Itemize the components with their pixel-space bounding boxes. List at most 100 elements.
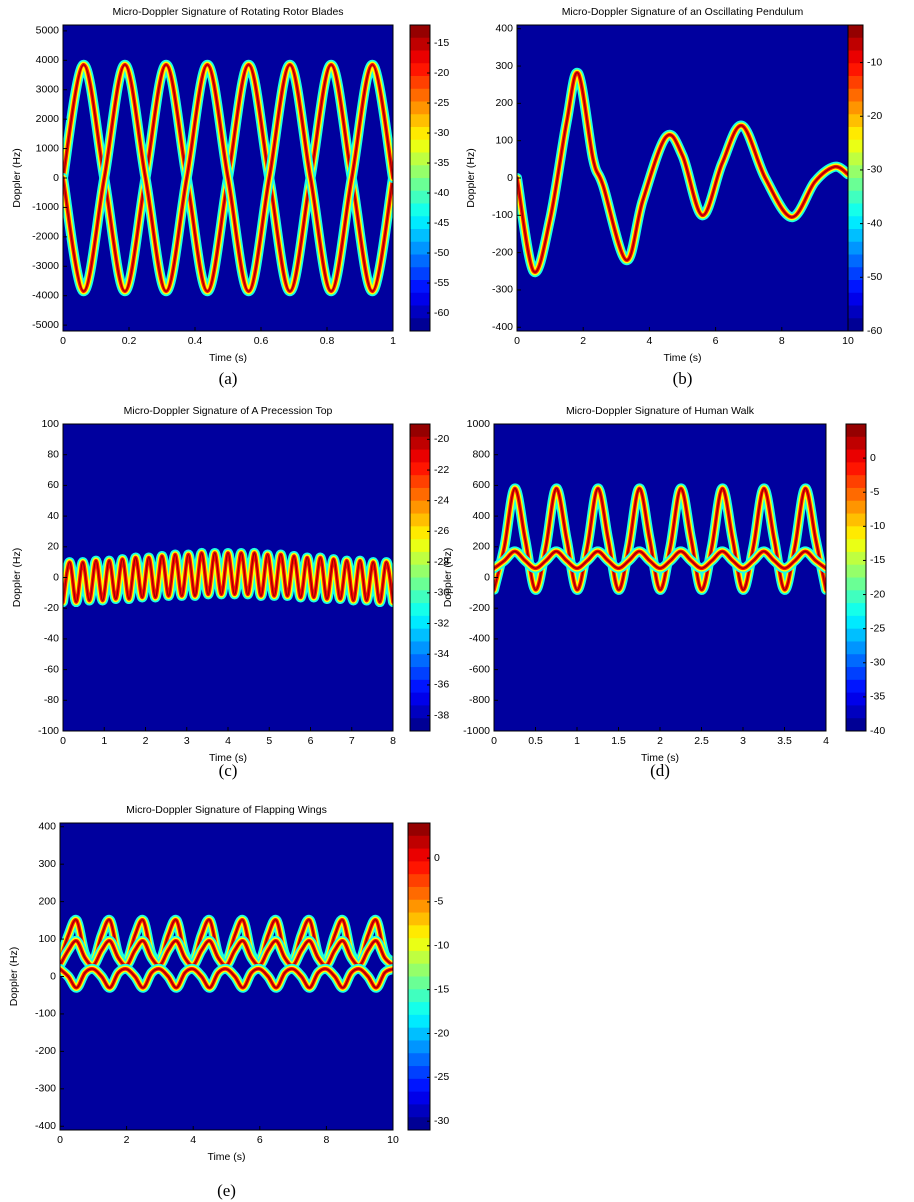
colorbar-band xyxy=(410,564,430,578)
colorbar-tick-label: -50 xyxy=(434,247,449,259)
colorbar-band xyxy=(410,475,430,489)
panel: Micro-Doppler Signature of Flapping Wing… xyxy=(8,804,450,1200)
x-tick-label: 4 xyxy=(190,1134,196,1146)
x-tick-label: 0 xyxy=(491,735,497,747)
colorbar-band xyxy=(846,654,866,668)
colorbar-band xyxy=(410,254,430,268)
colorbar-band xyxy=(410,101,430,115)
colorbar-tick-label: -30 xyxy=(870,657,885,669)
colorbar-band xyxy=(408,1040,430,1054)
colorbar-band xyxy=(410,551,430,566)
colorbar-tick-label: -25 xyxy=(870,622,885,634)
colorbar-band xyxy=(410,654,430,668)
plot-background xyxy=(517,25,848,331)
x-tick-label: 0 xyxy=(60,735,66,747)
y-tick-label: -3000 xyxy=(32,260,59,272)
x-axis-label: Time (s) xyxy=(207,1151,245,1163)
colorbar-band xyxy=(848,267,863,281)
colorbar-tick-label: -10 xyxy=(867,56,882,68)
x-axis-label: Time (s) xyxy=(209,352,247,364)
doppler-trace xyxy=(517,72,848,273)
colorbar-band xyxy=(408,848,430,862)
x-tick-label: 6 xyxy=(308,735,314,747)
colorbar-band xyxy=(408,899,430,914)
colorbar-band xyxy=(848,190,863,204)
y-tick-label: 80 xyxy=(47,448,59,460)
colorbar-band xyxy=(408,1014,430,1029)
colorbar-tick-label: -20 xyxy=(434,67,449,79)
y-tick-label: -100 xyxy=(492,209,513,221)
x-tick-label: 0 xyxy=(60,335,66,347)
colorbar-band xyxy=(410,590,430,604)
colorbar-band xyxy=(848,139,863,153)
colorbar-tick-label: -60 xyxy=(434,307,449,319)
chart-title: Micro-Doppler Signature of an Oscillatin… xyxy=(562,6,804,18)
x-tick-label: 0 xyxy=(514,335,520,347)
y-tick-label: -60 xyxy=(44,663,59,675)
colorbar-frame xyxy=(407,822,431,1131)
colorbar-tick-label: -40 xyxy=(867,217,882,229)
y-tick-label: 5000 xyxy=(36,25,60,37)
doppler-trace xyxy=(63,64,393,292)
colorbar-tick-label: -35 xyxy=(434,157,449,169)
y-tick-label: 0 xyxy=(53,571,59,583)
colorbar-band xyxy=(410,679,430,694)
plot-background xyxy=(60,823,393,1130)
colorbar-band xyxy=(848,114,863,128)
y-tick-label: 0 xyxy=(53,172,59,184)
colorbar-band xyxy=(408,835,430,850)
y-tick-label: -80 xyxy=(44,694,59,706)
colorbar-band xyxy=(410,667,430,681)
x-tick-label: 0.8 xyxy=(320,335,335,347)
colorbar-band xyxy=(848,216,863,230)
colorbar-band xyxy=(846,462,866,476)
caption: (d) xyxy=(650,761,670,780)
colorbar-band xyxy=(846,603,866,617)
colorbar-band xyxy=(848,292,863,306)
colorbar-band xyxy=(410,628,430,642)
colorbar-tick-label: -24 xyxy=(434,495,449,507)
x-tick-label: 4 xyxy=(646,335,652,347)
colorbar-band xyxy=(846,615,866,630)
y-tick-label: -100 xyxy=(35,1008,56,1020)
colorbar-tick-label: 0 xyxy=(870,452,876,464)
colorbar-band xyxy=(410,88,430,102)
colorbar-band xyxy=(410,139,430,153)
x-axis-label: Time (s) xyxy=(209,752,247,764)
colorbar-band xyxy=(410,114,430,128)
colorbar-band xyxy=(410,513,430,527)
colorbar-band xyxy=(408,989,430,1003)
colorbar-tick-label: -5 xyxy=(434,896,443,908)
colorbar-band xyxy=(410,292,430,306)
colorbar-band xyxy=(410,241,430,255)
colorbar-band xyxy=(848,76,863,90)
y-tick-label: 100 xyxy=(41,418,59,430)
colorbar-band xyxy=(410,37,430,51)
panel: Micro-Doppler Signature of Human Walk Tim… xyxy=(442,405,886,780)
colorbar-band xyxy=(846,526,866,540)
y-tick-label: 1000 xyxy=(467,418,491,430)
y-tick-label: -200 xyxy=(492,246,513,258)
x-tick-label: 0.4 xyxy=(188,335,203,347)
colorbar-band xyxy=(408,1078,430,1093)
colorbar-band xyxy=(410,267,430,281)
x-tick-label: 10 xyxy=(842,335,854,347)
y-tick-label: -5000 xyxy=(32,319,59,331)
colorbar-band xyxy=(846,667,866,681)
x-tick-label: 1.5 xyxy=(611,735,626,747)
colorbar-band xyxy=(410,500,430,515)
colorbar-band xyxy=(408,938,430,952)
y-tick-label: -20 xyxy=(44,602,59,614)
colorbar-tick-label: -20 xyxy=(434,433,449,445)
colorbar-tick-label: -15 xyxy=(434,37,449,49)
colorbar-band xyxy=(848,178,863,192)
colorbar-band xyxy=(848,37,863,51)
y-tick-label: -800 xyxy=(469,694,490,706)
y-tick-label: 4000 xyxy=(36,54,60,66)
chart-title: Micro-Doppler Signature of Rotating Roto… xyxy=(112,6,343,18)
colorbar-frame xyxy=(409,423,431,732)
colorbar-band xyxy=(848,305,863,319)
doppler-trace xyxy=(494,487,826,591)
